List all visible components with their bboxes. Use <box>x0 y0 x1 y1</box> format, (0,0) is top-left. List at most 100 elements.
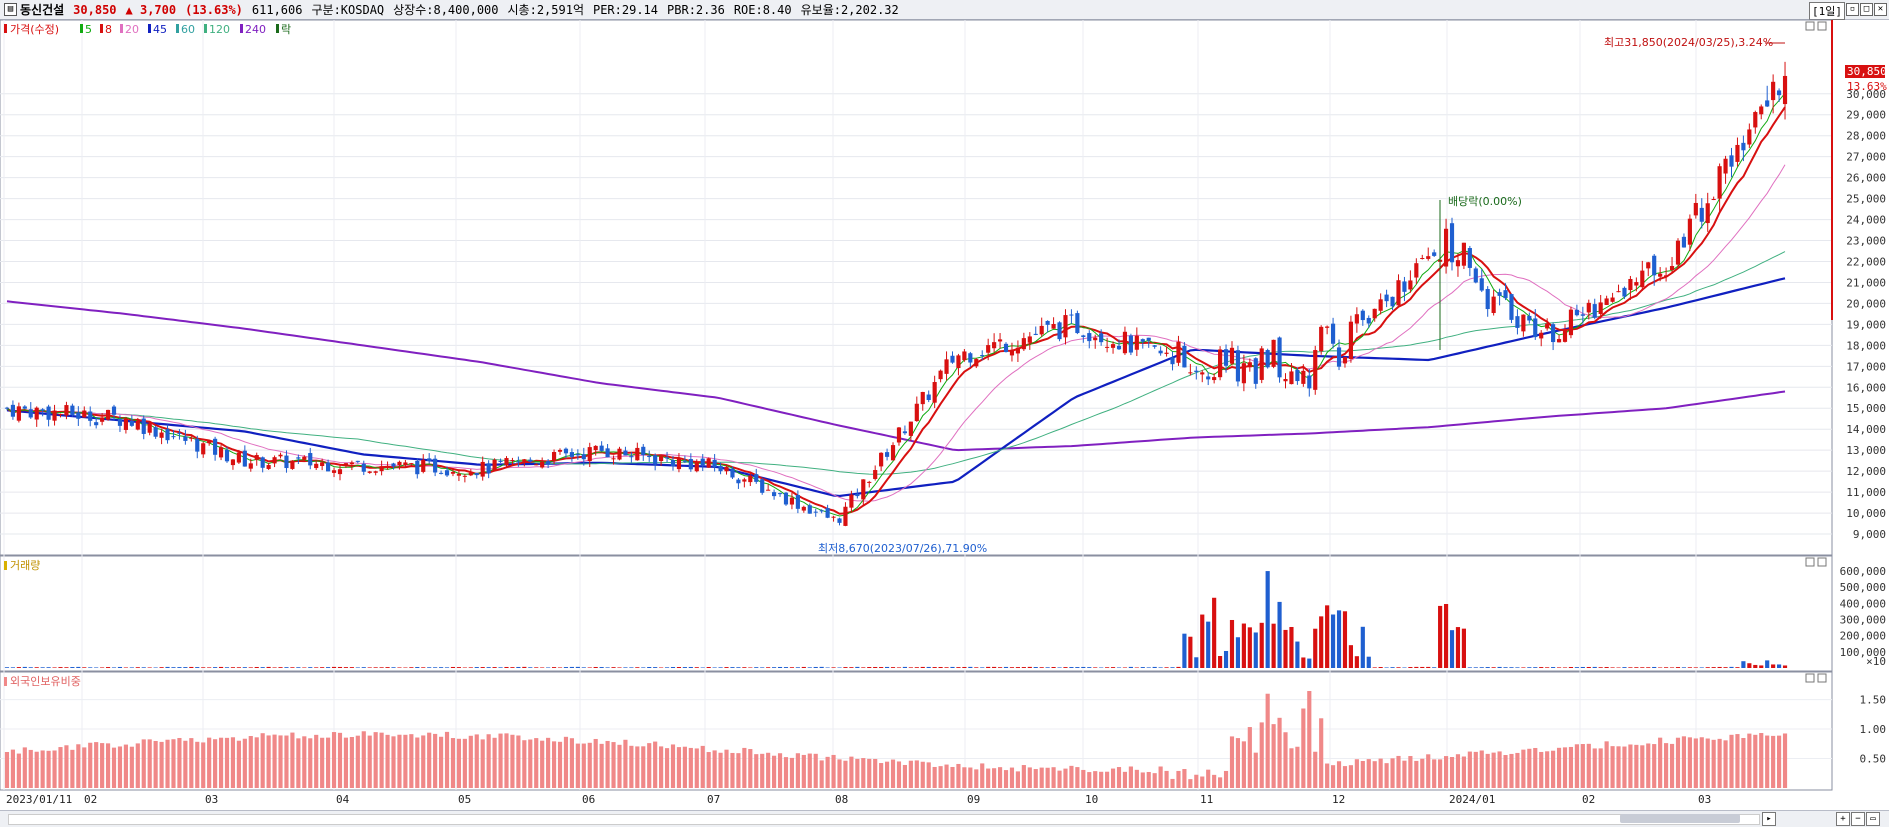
foreign-bar <box>1771 736 1775 788</box>
foreign-bar <box>136 743 140 788</box>
high-annotation: 최고31,850(2024/03/25),3.24% <box>1604 36 1773 49</box>
x-tick-label: 03 <box>205 793 218 806</box>
candle-body <box>635 448 639 460</box>
volume-bar <box>1307 659 1311 668</box>
volume-bar <box>956 667 960 668</box>
candle-body <box>1706 203 1710 223</box>
candle-body <box>35 408 39 420</box>
volume-bar <box>1313 629 1317 668</box>
candle-body <box>1533 318 1537 337</box>
ma-legend-swatch <box>204 24 207 33</box>
candle-body <box>1052 324 1056 329</box>
zoom-in-icon[interactable]: + <box>1836 812 1850 826</box>
candle-body <box>760 479 764 493</box>
candle-body <box>689 459 693 469</box>
scroll-right-icon[interactable]: ▸ <box>1762 812 1776 826</box>
foreign-bar <box>1503 755 1507 788</box>
candle-body <box>1712 199 1716 200</box>
volume-bar <box>1402 667 1406 668</box>
foreign-bar <box>278 735 282 788</box>
volume-bar <box>600 667 604 668</box>
candle-body <box>1242 363 1246 383</box>
volume-bar <box>1111 667 1115 668</box>
candle-body <box>1355 314 1359 323</box>
candle-body <box>831 517 835 518</box>
candle-body <box>1456 260 1460 266</box>
foreign-bar <box>5 752 9 788</box>
volume-bar <box>540 667 544 668</box>
foreign-bar <box>52 750 56 788</box>
foreign-bar <box>1307 691 1311 788</box>
foreign-bar <box>148 739 152 788</box>
candle-body <box>921 392 925 404</box>
foreign-bar <box>1301 709 1305 788</box>
volume-bar <box>165 667 169 668</box>
zoom-out-icon[interactable]: − <box>1851 812 1865 826</box>
candle-body <box>1141 339 1145 342</box>
candle-body <box>885 452 889 457</box>
foreign-bar <box>17 754 21 788</box>
x-tick-label: 08 <box>835 793 848 806</box>
foreign-bar <box>641 746 645 788</box>
volume-bar <box>1206 622 1210 668</box>
x-tick-label: 02 <box>1582 793 1595 806</box>
foreign-bar <box>950 767 954 788</box>
candle-body <box>588 447 592 461</box>
volume-bar <box>903 667 907 668</box>
scroll-track[interactable] <box>8 814 1760 825</box>
foreign-bar <box>1533 748 1537 788</box>
candle-body <box>82 411 86 418</box>
foreign-bar <box>582 744 586 788</box>
x-tick-label: 12 <box>1332 793 1345 806</box>
foreign-bar <box>255 737 259 788</box>
foreign-bar <box>1468 752 1472 788</box>
scroll-thumb[interactable] <box>1620 814 1740 823</box>
foreign-bar <box>1248 727 1252 788</box>
candle-body <box>1396 280 1400 305</box>
zoom-reset-icon[interactable]: ▭ <box>1866 812 1880 826</box>
candle-body <box>1147 338 1151 341</box>
foreign-bar <box>1147 772 1151 788</box>
foreign-bar <box>760 754 764 788</box>
candle-body <box>5 408 9 409</box>
volume-bar <box>867 667 871 668</box>
candle-body <box>338 469 342 474</box>
candle-body <box>1385 295 1389 302</box>
foreign-bar <box>980 763 984 788</box>
volume-bar <box>302 667 306 668</box>
x-tick-label: 2024/01 <box>1449 793 1495 806</box>
foreign-bar <box>1295 747 1299 788</box>
volume-bar <box>1147 667 1151 668</box>
foreign-bar <box>1753 735 1757 788</box>
foreign-bar <box>677 747 681 788</box>
volume-bar <box>510 667 514 668</box>
volume-bar <box>201 667 205 668</box>
volume-bar <box>1260 623 1264 668</box>
candle-body <box>1390 297 1394 306</box>
foreign-bar <box>1361 761 1365 788</box>
foreign-bar <box>933 767 937 788</box>
volume-bar <box>1735 667 1739 668</box>
candle-body <box>1325 327 1329 328</box>
candle-body <box>207 441 211 443</box>
ma-legend-label: 120 <box>209 23 230 36</box>
volume-bar <box>231 667 235 668</box>
candle-body <box>385 466 389 468</box>
foreign-bar <box>1016 771 1020 788</box>
volume-bar <box>1164 667 1168 668</box>
volume-bar <box>1367 657 1371 668</box>
candle-body <box>1486 289 1490 309</box>
volume-bar <box>195 667 199 668</box>
volume-bar <box>802 667 806 668</box>
candle-body <box>1123 332 1127 353</box>
candle-body <box>552 452 556 461</box>
volume-bar <box>1052 667 1056 668</box>
foreign-bar <box>1289 748 1293 788</box>
candle-body <box>100 417 104 421</box>
volume-bar <box>171 667 175 668</box>
foreign-bar <box>445 732 449 788</box>
foreign-bar <box>831 755 835 788</box>
volume-bar <box>1331 615 1335 668</box>
volume-bar <box>284 667 288 668</box>
